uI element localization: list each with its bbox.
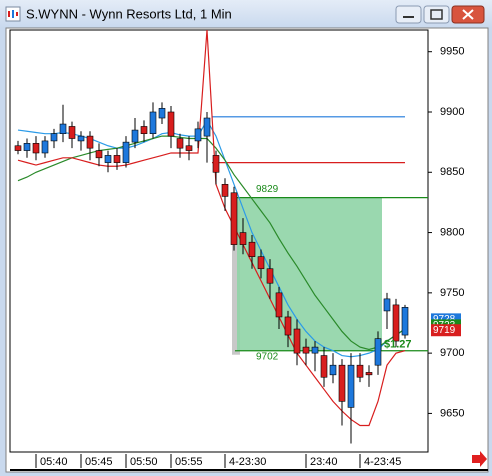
candle-body — [266, 268, 274, 284]
plot: 9829 9702 $1.27 — [14, 30, 428, 444]
level-label: 9702 — [256, 351, 279, 362]
candle-body — [176, 138, 184, 149]
candle-body — [275, 292, 283, 318]
candle-body — [14, 145, 22, 151]
trade-zone — [237, 197, 382, 351]
candle-body — [302, 346, 310, 354]
candle-body — [212, 155, 220, 173]
candle-body — [185, 145, 193, 151]
candle-body — [41, 140, 49, 154]
candle-body — [329, 364, 337, 376]
close-button[interactable] — [451, 5, 485, 24]
y-tick-label: 9900 — [440, 106, 464, 118]
candle-body — [167, 111, 175, 137]
candle-body — [239, 232, 247, 245]
candle-body — [32, 143, 40, 154]
x-tick-label: 23:40 — [310, 456, 338, 468]
candle-body — [356, 364, 364, 378]
candle-body — [68, 126, 76, 139]
price-tag-label: 9719 — [433, 325, 456, 336]
profit-label: $1.27 — [384, 339, 412, 351]
candle-body — [86, 135, 94, 149]
candle-body — [95, 150, 103, 159]
x-tick-label: 05:45 — [85, 456, 113, 468]
y-tick-label: 9700 — [440, 347, 464, 359]
candle-body — [338, 364, 346, 402]
candle-body — [131, 129, 139, 143]
y-tick-label: 9950 — [440, 46, 464, 58]
candle-body — [257, 256, 265, 270]
candle-body — [203, 117, 211, 137]
candle-body — [140, 126, 148, 134]
candle-body — [347, 364, 355, 408]
ma-line — [17, 30, 406, 427]
candle-body — [401, 307, 409, 336]
price-tag — [431, 324, 461, 337]
candle-body — [221, 184, 229, 197]
candle-body — [149, 111, 157, 134]
level-label: 9829 — [256, 184, 279, 195]
candle-body — [311, 346, 319, 354]
maximize-button[interactable] — [423, 5, 450, 24]
y-tick-label: 9850 — [440, 166, 464, 178]
candle-body — [23, 143, 31, 151]
x-tick-label: 05:50 — [130, 456, 158, 468]
candle-body — [158, 108, 166, 119]
candle-body — [113, 155, 121, 163]
minimize-button[interactable] — [395, 5, 422, 24]
candle-body — [383, 298, 391, 312]
y-tick-label: 9800 — [440, 226, 464, 238]
y-tick-label: 9650 — [440, 407, 464, 419]
candle-body — [77, 135, 85, 142]
app-icon — [5, 6, 21, 22]
candle-body — [392, 304, 400, 342]
y-tick-label: 9750 — [440, 287, 464, 299]
candle-body — [320, 355, 328, 378]
window-title: S.WYNN - Wynn Resorts Ltd, 1 Min — [26, 6, 232, 21]
candle-body — [374, 338, 382, 366]
ma-line — [17, 135, 406, 351]
candle-body — [104, 155, 112, 163]
scroll-arrow[interactable] — [472, 451, 487, 467]
x-tick-label: 4-23:30 — [229, 456, 266, 468]
x-tick-label: 05:40 — [40, 456, 68, 468]
candle-body — [284, 316, 292, 336]
candle-body — [194, 128, 202, 142]
candle-body — [230, 192, 238, 245]
candle-body — [122, 141, 130, 163]
candle-body — [293, 328, 301, 354]
trade-shadow — [232, 201, 240, 355]
candle-body — [50, 133, 58, 142]
x-tick-label: 4-23:45 — [364, 456, 401, 468]
x-tick-label: 05:55 — [175, 456, 203, 468]
candle-body — [365, 372, 373, 376]
candle-body — [59, 123, 67, 134]
candle-body — [248, 241, 256, 257]
